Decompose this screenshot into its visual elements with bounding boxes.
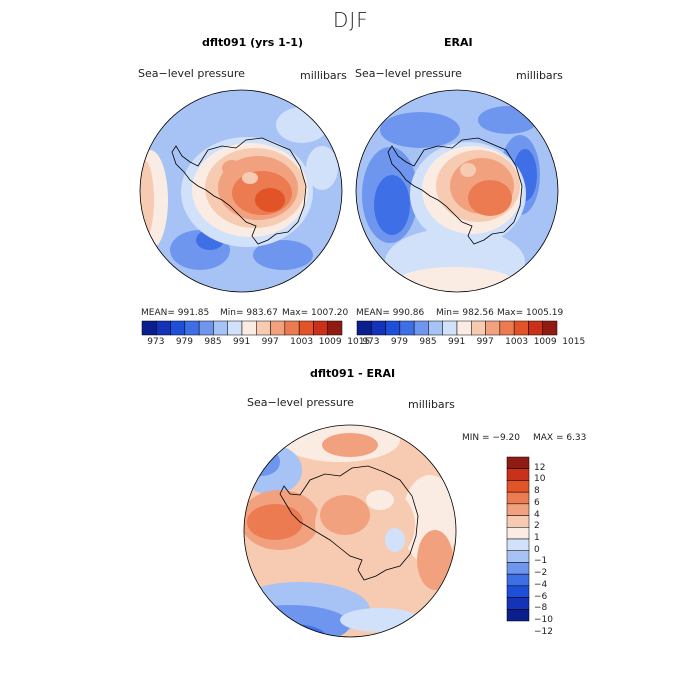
panel2-colorbar-tick: 1015	[562, 337, 586, 347]
panel3-colorbar-tick: 0	[534, 544, 540, 555]
panel2-stat-max: Max= 1005.19	[497, 308, 564, 318]
panel2-label-variable: Sea−level pressure	[355, 67, 462, 80]
panel3-colorbar-tick: −4	[534, 579, 548, 590]
panel3-colorbar-swatch	[506, 503, 530, 516]
panel3-colorbar-swatch	[506, 597, 530, 610]
panel2-label-units: millibars	[516, 69, 563, 82]
panel3-colorbar	[506, 456, 530, 622]
panel1-colorbar-tick: 985	[204, 337, 222, 347]
panel3-colorbar-tick: 4	[534, 509, 540, 520]
panel3-colorbar-tick: −10	[534, 615, 553, 625]
panel3-colorbar-swatch	[506, 527, 530, 540]
page-title: DJF	[333, 8, 369, 32]
panel1-stat-max: Max= 1007.20	[282, 308, 349, 318]
panel2-colorbar-tick: 997	[476, 337, 494, 347]
panel1-label-units: millibars	[300, 69, 347, 82]
panel1-colorbar-tick: 979	[175, 337, 194, 347]
panel3-colorbar-swatch	[506, 491, 530, 505]
panel1-colorbar-tick: 1003	[290, 337, 314, 347]
panel2-colorbar-ticks: 973 979 985 991 997 1003 1009 1015	[357, 337, 585, 349]
panel3-colorbar-tick: 2	[534, 521, 540, 532]
panel3-colorbar-tick: 12	[534, 462, 546, 473]
panel3-colorbar-tick: −12	[534, 626, 553, 637]
panel3-colorbar-tick: 8	[534, 486, 540, 497]
panel2-stat-mean: MEAN= 990.86	[356, 308, 425, 318]
panel3-colorbar-swatch	[506, 515, 530, 528]
panel3-label-units: millibars	[408, 398, 455, 411]
panel1-colorbar-ticks: 973 979 985 991 997 1003 1009 1015	[142, 337, 370, 349]
panel2-colorbar-tick: 973	[362, 337, 380, 347]
panel1-colorbar-tick: 991	[233, 337, 251, 347]
panel1-colorbar-swatch	[327, 320, 343, 336]
panel2-colorbar-swatch	[542, 320, 558, 336]
panel3-colorbar-tick: 10	[534, 474, 546, 485]
panel1-colorbar-tick: 1015	[347, 337, 371, 347]
panel1-colorbar	[141, 320, 343, 336]
panel2-colorbar	[356, 320, 558, 336]
panel2-colorbar-tick: 1009	[533, 337, 557, 347]
panel1-stat-mean: MEAN= 991.85	[141, 308, 210, 318]
panel1-colorbar-tick: 997	[261, 337, 279, 347]
panel1-colorbar-tick: 1009	[318, 337, 342, 347]
panel2-title: ERAI	[444, 36, 473, 49]
panel3-stat-max: MAX = 6.33	[533, 433, 587, 443]
panel3-colorbar-tick: −2	[534, 568, 548, 579]
panel1-label-variable: Sea−level pressure	[138, 67, 245, 80]
panel2-colorbar-tick: 991	[448, 337, 466, 347]
panel3-label-variable: Sea−level pressure	[247, 396, 354, 409]
panel3-stat-min: MIN = −9.20	[462, 433, 520, 443]
panel1-title: dflt091 (yrs 1-1)	[202, 36, 303, 49]
panel1-stat-min: Min= 983.67	[220, 308, 278, 318]
panel3-colorbar-swatch	[506, 538, 530, 551]
panel3-colorbar-tick: −1	[534, 556, 548, 567]
panel3-coastline	[279, 465, 419, 581]
panel3-colorbar-swatch	[506, 550, 530, 563]
panel2-stat-min: Min= 982.56	[436, 308, 494, 318]
panel3-colorbar-tick: 1	[534, 533, 540, 543]
panel3-colorbar-swatch	[506, 468, 530, 481]
panel2-colorbar-tick: 979	[390, 337, 409, 347]
panel3-colorbar-tick: −8	[534, 603, 548, 614]
panel2-coastline	[387, 137, 523, 245]
panel2-colorbar-tick: 1003	[505, 337, 529, 347]
panel1-coastline	[171, 137, 307, 245]
panel3-colorbar-tick: −6	[534, 591, 548, 602]
panel3-colorbar-swatch	[506, 609, 530, 622]
panel3-colorbar-tick: 6	[534, 497, 540, 508]
panel3-title: dflt091 - ERAI	[310, 367, 396, 380]
panel3-colorbar-swatch	[506, 480, 530, 493]
panel3-colorbar-swatch	[506, 456, 530, 469]
panel1-colorbar-tick: 973	[147, 337, 165, 347]
panel2-colorbar-tick: 985	[419, 337, 437, 347]
panel3-colorbar-swatch	[506, 573, 530, 587]
panel3-colorbar-ticks: 12 10 8 6 4 2 1 0 −1 −2 −4 −6 −8 −10 −12	[534, 457, 574, 637]
panel3-colorbar-swatch	[506, 562, 530, 575]
panel3-colorbar-swatch	[506, 585, 530, 598]
